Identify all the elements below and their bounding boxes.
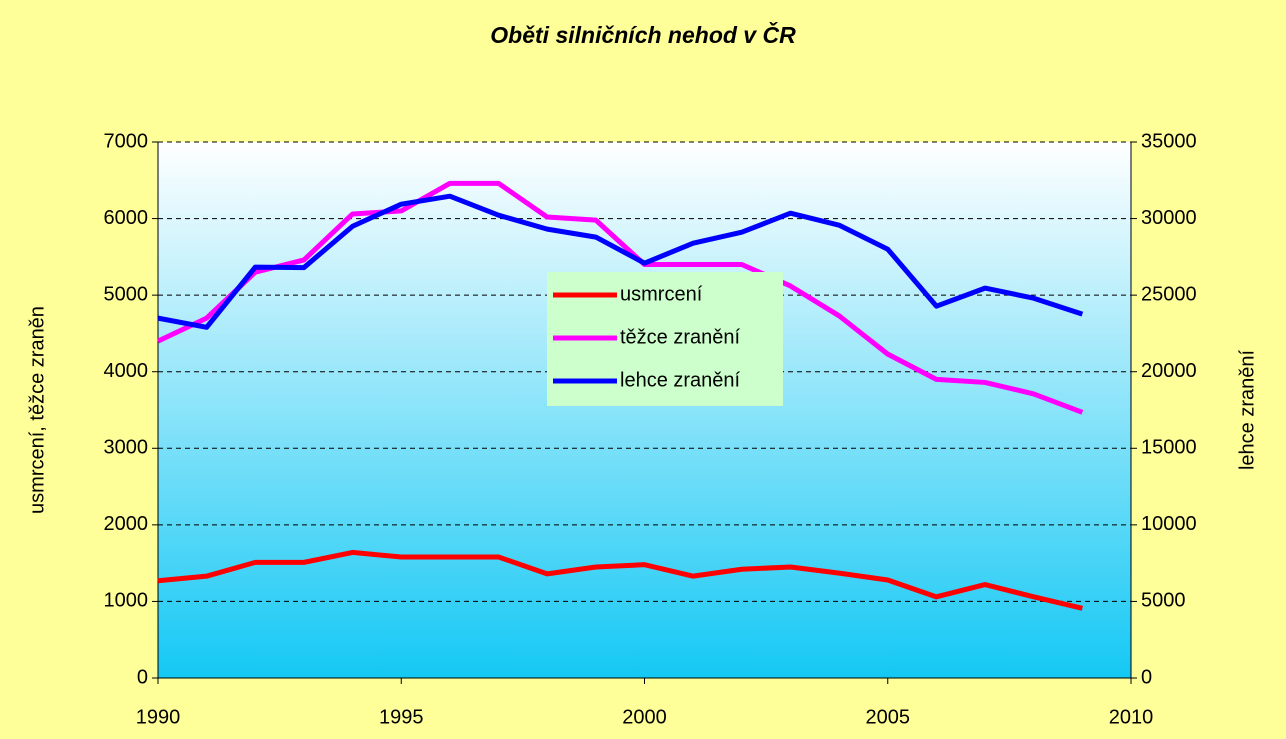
legend-label: usmrcení xyxy=(620,283,703,305)
y2-tick-label: 35000 xyxy=(1141,130,1197,152)
y2-tick-label: 10000 xyxy=(1141,513,1197,535)
legend-label: lehce zranění xyxy=(620,369,741,391)
line-series xyxy=(157,193,1084,330)
legend-label: těžce zranění xyxy=(620,326,741,348)
y2-tick-label: 20000 xyxy=(1141,360,1197,382)
y2-tick-label: 30000 xyxy=(1141,207,1197,229)
x-tick-label: 2005 xyxy=(866,706,911,728)
y-tick-label: 7000 xyxy=(104,130,149,152)
x-tick-label: 2000 xyxy=(622,706,667,728)
y-tick-label: 6000 xyxy=(104,207,149,229)
x-tick-label: 2010 xyxy=(1109,706,1154,728)
y-tick-label: 4000 xyxy=(104,360,149,382)
y-tick-label: 2000 xyxy=(104,513,149,535)
x-tick-label: 1995 xyxy=(379,706,424,728)
x-tick-label: 1990 xyxy=(136,706,181,728)
y-axis-label: usmrcení, těžce zraněn xyxy=(26,306,48,514)
y-tick-label: 5000 xyxy=(104,283,149,305)
y2-axis-label: lehce zranění xyxy=(1236,350,1258,471)
line-series xyxy=(157,549,1083,611)
y-tick-label: 1000 xyxy=(104,590,149,612)
line-series xyxy=(156,180,1084,415)
y-tick-label: 0 xyxy=(137,666,148,688)
y2-tick-label: 5000 xyxy=(1141,590,1186,612)
y2-tick-label: 0 xyxy=(1141,666,1152,688)
y-tick-label: 3000 xyxy=(104,437,149,459)
y2-tick-label: 25000 xyxy=(1141,283,1197,305)
chart-title: Oběti silničních nehod v ČR xyxy=(490,21,796,48)
plot-area xyxy=(158,142,1131,678)
y2-tick-label: 15000 xyxy=(1141,437,1197,459)
